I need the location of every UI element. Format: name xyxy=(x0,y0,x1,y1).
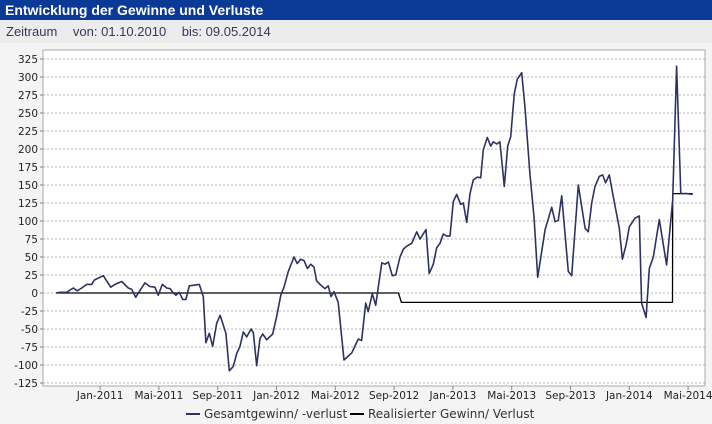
y-tick-label: 75 xyxy=(25,234,38,246)
x-tick-label: Mai-2011 xyxy=(134,390,183,402)
y-tick-label: -50 xyxy=(21,324,38,336)
legend: Gesamtgewinn/ -verlust Realisierter Gewi… xyxy=(186,407,535,421)
series-line-realized xyxy=(56,192,693,304)
y-tick-label: 300 xyxy=(18,72,38,84)
series-line-total xyxy=(55,65,693,372)
panel-title: Entwicklung der Gewinne und Verluste xyxy=(0,0,712,20)
y-tick-label: 0 xyxy=(31,288,38,300)
y-tick-label: 100 xyxy=(18,216,38,228)
period-from: von: 01.10.2010 xyxy=(72,24,167,39)
x-tick-label: Jan-2011 xyxy=(76,390,124,402)
y-tick-label: 200 xyxy=(18,144,38,156)
y-tick-label: 225 xyxy=(18,126,38,138)
y-tick-label: 250 xyxy=(18,108,38,120)
period-bar: Zeitraum von: 01.10.2010 bis: 09.05.2014 xyxy=(0,20,712,43)
x-tick-label: Mai-2014 xyxy=(664,390,712,402)
y-tick-label: 275 xyxy=(18,90,38,102)
y-tick-label: 50 xyxy=(25,252,38,264)
y-tick-label: 175 xyxy=(18,162,38,174)
x-tick-label: Mai-2012 xyxy=(311,390,360,402)
plot-area xyxy=(42,49,706,387)
y-tick-label: -100 xyxy=(14,360,38,372)
x-tick-label: Mai-2013 xyxy=(487,390,536,402)
y-tick-label: 325 xyxy=(18,54,38,66)
y-tick-label: -75 xyxy=(21,342,38,354)
x-tick-label: Jan-2012 xyxy=(252,390,300,402)
x-tick-label: Sep-2011 xyxy=(193,390,243,402)
y-tick-label: 25 xyxy=(25,270,38,282)
period-label: Zeitraum xyxy=(6,24,58,39)
x-tick-label: Sep-2012 xyxy=(369,390,419,402)
y-tick-label: 150 xyxy=(18,180,38,192)
y-tick-label: -25 xyxy=(21,306,38,318)
x-tick-label: Jan-2013 xyxy=(429,390,477,402)
y-tick-label: 125 xyxy=(18,198,38,210)
x-tick-label: Jan-2014 xyxy=(605,390,653,402)
y-tick-label: -125 xyxy=(14,378,38,390)
x-tick-label: Sep-2013 xyxy=(545,390,595,402)
legend-label-total: Gesamtgewinn/ -verlust xyxy=(204,407,348,421)
legend-label-realized: Realisierter Gewinn/ Verlust xyxy=(368,407,535,421)
period-to: bis: 09.05.2014 xyxy=(181,24,271,39)
